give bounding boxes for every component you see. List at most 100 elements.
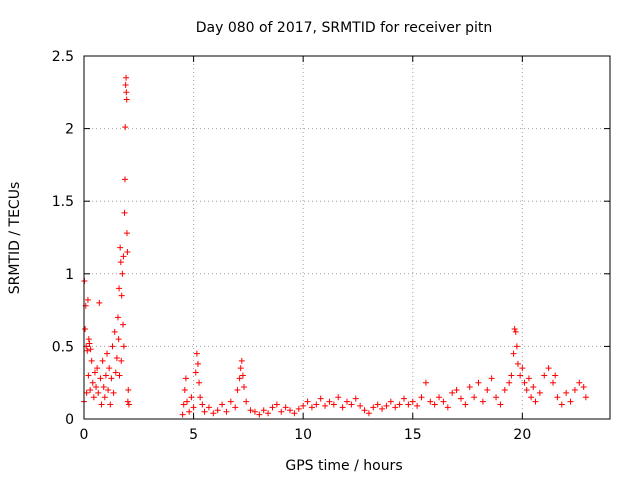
data-point bbox=[90, 394, 97, 401]
data-point bbox=[125, 401, 132, 408]
data-point bbox=[251, 408, 258, 415]
data-point bbox=[84, 296, 91, 303]
y-tick-label: 2.5 bbox=[52, 49, 74, 65]
data-point bbox=[497, 401, 504, 408]
data-point bbox=[120, 321, 127, 328]
data-point bbox=[196, 379, 203, 386]
data-point bbox=[107, 401, 114, 408]
data-point bbox=[124, 398, 131, 405]
data-point bbox=[85, 336, 92, 343]
data-point bbox=[365, 410, 372, 417]
data-point bbox=[326, 398, 333, 405]
data-point bbox=[86, 340, 93, 347]
data-point bbox=[260, 407, 267, 414]
data-point bbox=[120, 253, 127, 260]
data-point bbox=[576, 379, 583, 386]
data-point bbox=[387, 398, 394, 405]
data-point bbox=[243, 398, 250, 405]
data-point bbox=[121, 176, 128, 183]
data-point bbox=[223, 408, 230, 415]
data-point bbox=[238, 357, 245, 364]
data-point bbox=[317, 395, 324, 402]
x-tick-label: 5 bbox=[189, 427, 198, 443]
data-point bbox=[521, 379, 528, 386]
data-point bbox=[427, 398, 434, 405]
data-point bbox=[536, 389, 543, 396]
data-points bbox=[81, 74, 589, 418]
data-point bbox=[123, 74, 130, 81]
data-point bbox=[247, 407, 254, 414]
data-point bbox=[87, 346, 94, 353]
data-point bbox=[124, 249, 131, 256]
data-point bbox=[116, 285, 123, 292]
data-point bbox=[339, 404, 346, 411]
data-point bbox=[100, 384, 107, 391]
data-point bbox=[479, 398, 486, 405]
data-point bbox=[236, 375, 243, 382]
data-point bbox=[532, 398, 539, 405]
data-point bbox=[93, 384, 100, 391]
data-point bbox=[112, 369, 119, 376]
data-point bbox=[475, 379, 482, 386]
data-point bbox=[111, 328, 118, 335]
data-point bbox=[313, 401, 320, 408]
data-point bbox=[123, 96, 130, 103]
data-point bbox=[493, 394, 500, 401]
plot-frame bbox=[83, 55, 611, 420]
data-point bbox=[97, 375, 104, 382]
data-point bbox=[554, 394, 561, 401]
data-point bbox=[214, 407, 221, 414]
data-point bbox=[501, 386, 508, 393]
x-tick-label: 20 bbox=[513, 427, 531, 443]
data-point bbox=[523, 386, 530, 393]
data-point bbox=[98, 401, 105, 408]
data-point bbox=[192, 369, 199, 376]
data-point bbox=[449, 389, 456, 396]
data-point bbox=[122, 82, 129, 89]
data-point bbox=[89, 379, 96, 386]
data-point bbox=[234, 386, 241, 393]
x-tick-label: 10 bbox=[294, 427, 312, 443]
data-point bbox=[545, 365, 552, 372]
data-point bbox=[528, 394, 535, 401]
data-point bbox=[304, 398, 311, 405]
data-point bbox=[116, 372, 123, 379]
data-point bbox=[122, 124, 129, 131]
x-tick-label: 0 bbox=[80, 427, 89, 443]
data-point bbox=[541, 372, 548, 379]
data-point bbox=[87, 386, 94, 393]
data-point bbox=[85, 372, 92, 379]
data-point bbox=[511, 325, 518, 332]
data-point bbox=[84, 347, 91, 354]
data-point bbox=[519, 365, 526, 372]
data-point bbox=[383, 402, 390, 409]
data-point bbox=[115, 336, 122, 343]
data-point bbox=[237, 365, 244, 372]
data-point bbox=[184, 398, 191, 405]
y-tick-label: 2 bbox=[65, 122, 74, 138]
data-point bbox=[201, 408, 208, 415]
data-point bbox=[210, 410, 217, 417]
data-point bbox=[101, 394, 108, 401]
data-point bbox=[121, 209, 128, 216]
x-axis-label: GPS time / hours bbox=[285, 458, 402, 474]
data-point bbox=[370, 404, 377, 411]
data-point bbox=[348, 401, 355, 408]
data-point bbox=[422, 379, 429, 386]
axis-ticks: 0 5 10 15 20 0 0.5 1 1.5 2 2.5 bbox=[52, 49, 610, 443]
data-point bbox=[488, 375, 495, 382]
data-point bbox=[471, 394, 478, 401]
data-point bbox=[444, 404, 451, 411]
data-point bbox=[457, 395, 464, 402]
data-point bbox=[256, 411, 263, 418]
data-point bbox=[227, 398, 234, 405]
data-point bbox=[96, 299, 103, 306]
data-point bbox=[197, 394, 204, 401]
x-tick-label: 15 bbox=[404, 427, 422, 443]
data-point bbox=[205, 404, 212, 411]
data-point bbox=[379, 405, 386, 412]
data-point bbox=[295, 405, 302, 412]
data-point bbox=[88, 357, 95, 364]
